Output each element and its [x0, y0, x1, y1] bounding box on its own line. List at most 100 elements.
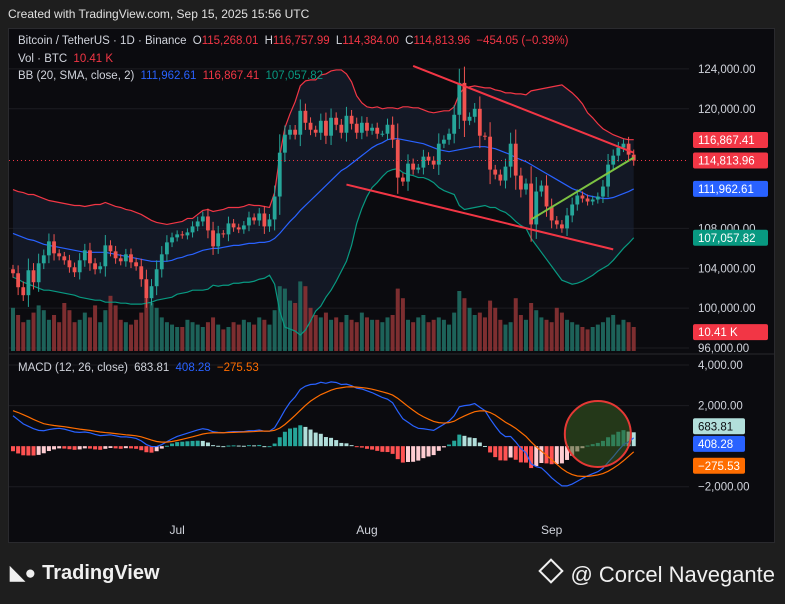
candle	[565, 215, 569, 229]
candle	[277, 152, 282, 197]
macd-histogram-bar	[216, 445, 221, 447]
volume-bar	[344, 315, 349, 351]
candle	[252, 217, 257, 221]
trendline	[346, 183, 614, 251]
candle	[190, 226, 195, 233]
macd-histogram-bar	[380, 446, 385, 452]
volume-bar	[108, 295, 113, 351]
volume-bar	[518, 315, 523, 351]
macd-histogram-bar	[344, 443, 349, 447]
volume-bar	[349, 319, 354, 351]
macd-line-value: 408.28	[175, 362, 211, 374]
candle	[282, 134, 287, 153]
macd-histogram-bar	[406, 446, 411, 462]
candle	[318, 120, 323, 133]
candle	[462, 82, 467, 121]
macd-histogram-bar	[539, 446, 544, 463]
volume-bar	[631, 327, 636, 351]
tradingview-logo[interactable]: ◣● TradingView	[10, 562, 160, 585]
candle	[11, 269, 15, 274]
candle	[113, 251, 118, 259]
macd-line	[12, 381, 635, 487]
candle	[467, 116, 472, 121]
volume-bar	[585, 329, 590, 351]
macd-histogram-bar	[431, 446, 436, 456]
volume-label: Vol · BTC	[18, 53, 68, 65]
bb-lower-value: 107,057.82	[265, 70, 324, 82]
chart-canvas[interactable]: 96,000.00100,000.00104,000.00108,000.001…	[9, 29, 774, 542]
price-label-text: 114,813.96	[698, 156, 755, 168]
candle	[308, 122, 313, 130]
macd-histogram-bar	[349, 445, 354, 447]
macd-histogram-bar	[436, 446, 441, 451]
candle	[365, 122, 369, 131]
macd-histogram-bar	[26, 446, 31, 456]
volume-bar	[16, 315, 21, 351]
candle	[621, 143, 626, 148]
macd-histogram-bar	[390, 446, 395, 454]
volume-bar	[323, 312, 328, 351]
volume-bar	[580, 327, 585, 351]
macd-histogram-bar	[364, 446, 369, 449]
candle	[288, 129, 292, 135]
candle	[26, 270, 31, 296]
macd-histogram-bar	[236, 445, 241, 447]
volume-bar	[575, 324, 580, 351]
trendline	[412, 65, 635, 154]
chart-panel[interactable]: 96,000.00 100,000.00 104,000.00 108,000.00 1…	[8, 28, 775, 543]
volume-bar	[359, 312, 364, 351]
candle	[503, 166, 508, 181]
macd-histogram-bar	[303, 426, 308, 447]
candle	[129, 254, 133, 263]
volume-bar	[559, 312, 564, 351]
candle	[513, 143, 518, 176]
candle	[606, 164, 610, 187]
volume-bar	[508, 322, 513, 351]
volume-bar	[185, 319, 190, 351]
candle	[226, 223, 231, 235]
macd-histogram-bar	[631, 432, 636, 447]
volume-bar	[190, 322, 195, 351]
candle	[324, 120, 328, 136]
macd-histogram-bar	[262, 446, 267, 448]
volume-bar	[200, 327, 205, 351]
volume-bar	[128, 324, 133, 351]
candle	[195, 221, 200, 227]
candle	[165, 242, 169, 255]
macd-histogram-bar	[31, 446, 36, 456]
price-label-badge	[693, 229, 768, 246]
bb-lower-line	[12, 167, 635, 336]
bb-label: BB (20, SMA, close, 2)	[18, 70, 135, 82]
candle	[426, 156, 431, 161]
macd-histogram-bar	[513, 446, 518, 460]
volume-bar	[21, 322, 26, 351]
macd-histogram-bar	[549, 446, 554, 465]
volume-bar	[590, 327, 595, 351]
candle	[82, 250, 87, 261]
candle	[72, 267, 77, 273]
bb-band-fill	[13, 69, 634, 336]
candle	[493, 169, 498, 175]
candle	[57, 253, 62, 257]
macd-histogram-bar	[477, 442, 482, 447]
candle	[236, 227, 241, 230]
volume-bar	[41, 310, 46, 351]
volume-bar	[293, 303, 298, 351]
candle	[601, 186, 605, 197]
candle	[216, 233, 221, 247]
candle	[477, 108, 482, 136]
macd-histogram-bar	[252, 445, 257, 447]
macd-histogram-bar	[277, 437, 282, 447]
macd-histogram-bar	[288, 428, 293, 447]
volume-bar	[98, 322, 103, 351]
macd-histogram-bar	[211, 445, 216, 447]
price-tick-label: 120,000.00	[698, 104, 756, 116]
candle	[334, 117, 339, 125]
candle	[103, 245, 108, 267]
price-label-badge	[693, 180, 768, 197]
macd-histogram-bar	[144, 446, 149, 453]
volume-bar	[595, 324, 600, 351]
macd-histogram-bar	[190, 440, 195, 447]
volume-bar	[46, 319, 51, 351]
volume-bar	[272, 310, 277, 351]
